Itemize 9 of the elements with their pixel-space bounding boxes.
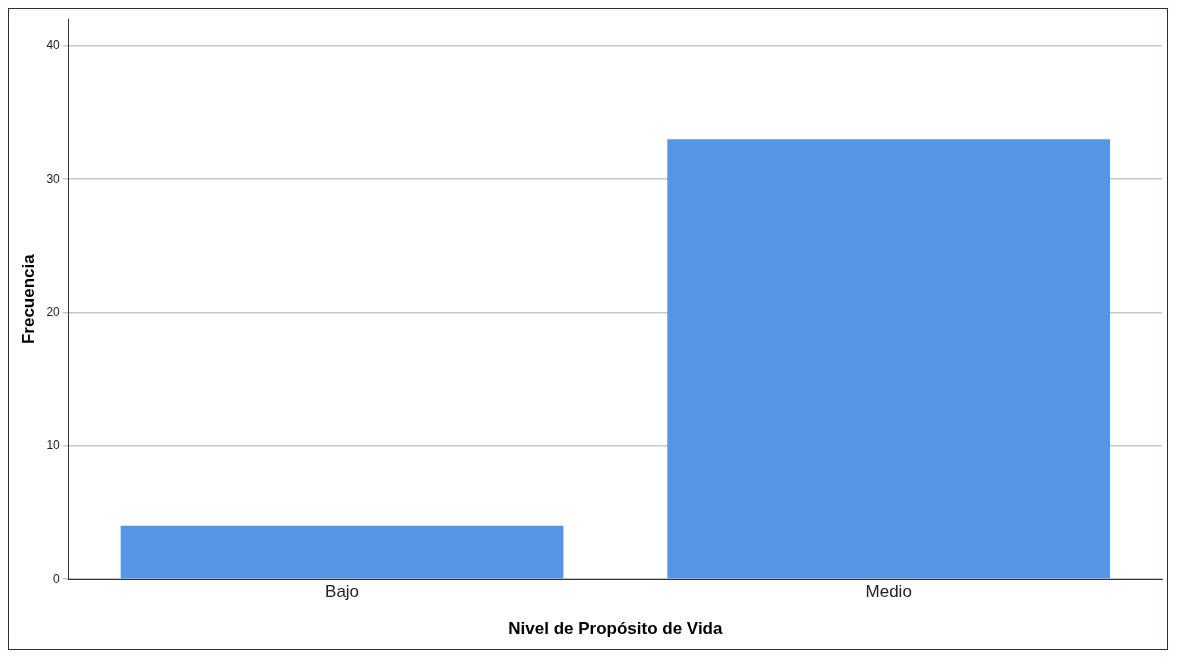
y-tick-label: 0 xyxy=(53,571,61,586)
y-tick-label: 40 xyxy=(46,38,61,53)
y-axis-title: Frecuencia xyxy=(18,253,38,345)
x-axis-title: Nivel de Propósito de Vida xyxy=(508,619,723,639)
x-tick-label: Medio xyxy=(865,582,912,602)
y-tick-label: 10 xyxy=(46,438,61,453)
y-tick-label: 30 xyxy=(46,171,61,186)
x-tick-label: Bajo xyxy=(325,582,360,602)
y-tick-label: 20 xyxy=(46,304,61,319)
